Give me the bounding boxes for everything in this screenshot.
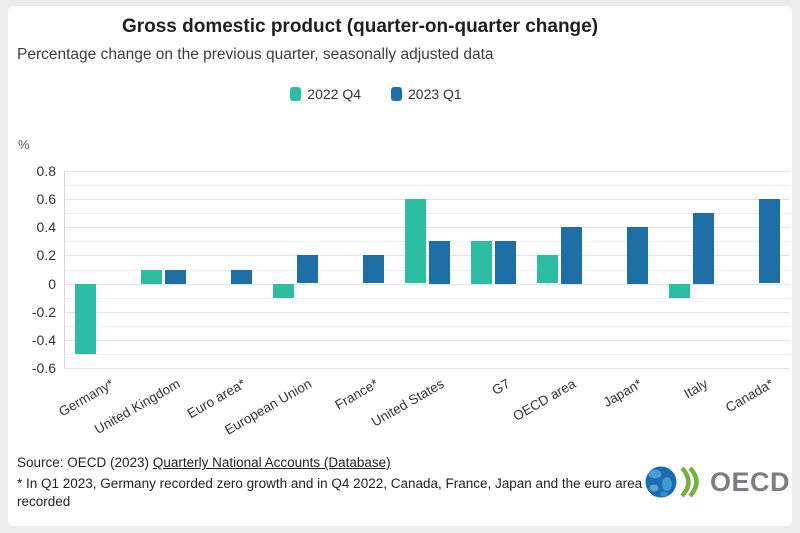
y-tick-label: 0	[48, 275, 56, 292]
y-tick-label: -0.4	[31, 331, 56, 348]
gridline	[64, 227, 790, 229]
chart-card	[8, 6, 792, 526]
y-axis-line	[64, 171, 65, 368]
gridline	[64, 213, 790, 215]
oecd-chevron-icon	[688, 466, 699, 498]
bar-2022-q4-germany	[74, 283, 96, 354]
bar-2023-q1-oecd-area	[560, 227, 582, 284]
gridline	[64, 283, 790, 285]
gridline	[64, 311, 790, 313]
legend-label: 2023 Q1	[408, 86, 462, 102]
oecd-globe-icon	[645, 466, 699, 498]
oecd-chevron-icon	[680, 466, 691, 498]
oecd-logo-text: OECD	[709, 466, 790, 497]
bar-2022-q4-g7	[470, 241, 492, 284]
gridline	[64, 171, 790, 172]
legend-item: 2023 Q1	[391, 86, 462, 102]
legend-swatch-icon	[391, 87, 402, 101]
gridline	[64, 353, 790, 355]
chart-subtitle: Percentage change on the previous quarte…	[17, 46, 494, 63]
y-tick-label: 0.8	[36, 163, 56, 179]
gridline	[64, 325, 790, 327]
y-tick-label: 0.6	[36, 191, 56, 208]
bar-2023-q1-japan	[626, 227, 648, 284]
oecd-logo: OECD	[644, 464, 790, 500]
legend-item: 2022 Q4	[290, 86, 361, 102]
gridline	[64, 297, 790, 299]
bar-2022-q4-european-union	[272, 283, 294, 298]
gridline	[64, 269, 790, 271]
y-tick-label: 0.4	[36, 219, 56, 236]
footnote: * In Q1 2023, Germany recorded zero grow…	[17, 476, 643, 510]
bar-2023-q1-united-states	[428, 241, 450, 284]
gridline	[64, 241, 790, 243]
source-prefix: Source: OECD (2023)	[17, 455, 153, 470]
source-link[interactable]: Quarterly National Accounts (Database)	[152, 455, 391, 470]
gridline	[64, 368, 790, 369]
bar-2023-q1-united-kingdom	[164, 269, 186, 284]
bar-2023-q1-euro-area	[230, 269, 252, 284]
y-tick-label: -0.2	[31, 303, 56, 320]
gridline	[64, 199, 790, 201]
y-tick-label: 0.2	[36, 247, 56, 264]
legend: 2022 Q4 2023 Q1	[0, 86, 800, 102]
gridline	[64, 185, 790, 187]
bar-2022-q4-italy	[668, 283, 690, 298]
legend-swatch-icon	[290, 87, 302, 101]
bar-2023-q1-canada	[758, 199, 780, 284]
bar-2023-q1-france	[362, 255, 384, 284]
bar-2022-q4-united-kingdom	[140, 269, 162, 284]
bar-2022-q4-united-states	[404, 199, 426, 284]
bar-2023-q1-european-union	[296, 255, 318, 284]
y-tick-label: -0.6	[31, 360, 56, 376]
y-axis-unit-label: %	[18, 137, 30, 152]
source-line: Source: OECD (2023) Quarterly National A…	[17, 455, 391, 470]
bar-2023-q1-g7	[494, 241, 516, 284]
legend-label: 2022 Q4	[307, 86, 361, 102]
gridline	[64, 255, 790, 257]
bar-2023-q1-italy	[692, 213, 714, 284]
chart-title: Gross domestic product (quarter-on-quart…	[121, 16, 599, 37]
gridline	[64, 339, 790, 341]
bar-2022-q4-oecd-area	[536, 255, 558, 284]
